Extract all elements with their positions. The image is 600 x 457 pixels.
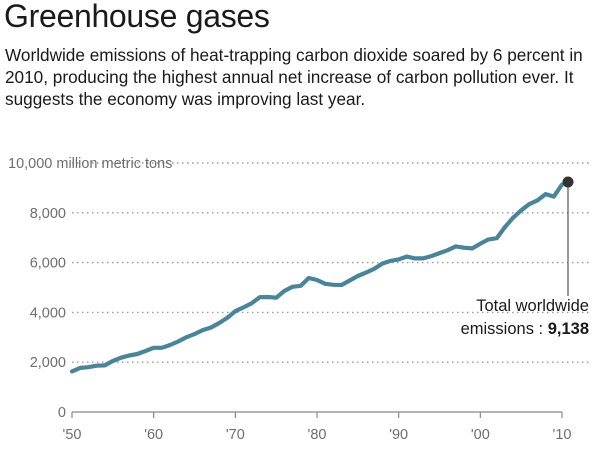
x-tick-label: '80 [308,427,327,443]
annotation-label: emissions : [461,320,548,338]
chart-title: Greenhouse gases [4,0,270,34]
chart-subtitle: Worldwide emissions of heat-trapping car… [5,45,583,109]
x-tick-label: '60 [144,427,163,443]
x-tick-label: '00 [471,427,490,443]
latest-point-marker [562,176,574,188]
annotation-line2: emissions : 9,138 [461,320,589,338]
x-tick-label: '10 [553,427,572,443]
y-tick-labels: 0 2,000 4,000 6,000 8,000 10,000 million metr… [8,156,172,421]
x-tick-label: '50 [63,427,82,443]
y-tick-label: 2,000 [30,355,66,371]
x-tick-label: '90 [389,427,408,443]
y-tick-label: 6,000 [30,256,66,272]
annotation: Total worldwide emissions : 9,138 [461,176,589,338]
x-tick-labels: '50 '60 '70 '80 '90 '00 '10 [63,427,572,443]
axes [71,411,563,418]
series [69,182,565,374]
y-tick-label: 8,000 [30,206,66,222]
y-tick-label: 10,000 million metric tons [8,156,172,172]
gridlines [72,162,590,363]
x-tick-label: '70 [226,427,245,443]
annotation-value: 9,138 [548,320,589,338]
y-tick-label: 0 [58,405,66,421]
annotation-line1: Total worldwide [476,297,589,315]
series-line [69,182,565,374]
y-tick-label: 4,000 [30,305,66,321]
